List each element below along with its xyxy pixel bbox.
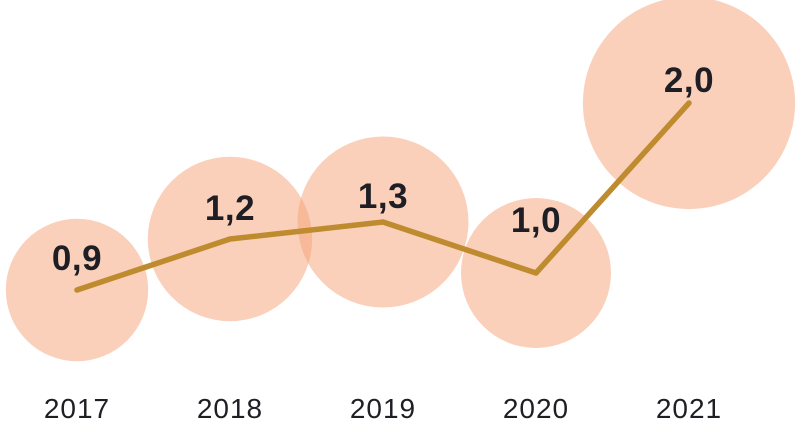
- x-axis-label: 2018: [197, 393, 263, 424]
- trend-line: [74, 100, 692, 293]
- x-axis-label: 2021: [656, 393, 722, 424]
- value-label: 1,2: [205, 189, 255, 228]
- x-axis-label: 2017: [44, 393, 110, 424]
- value-label: 1,3: [358, 177, 408, 216]
- x-axis-label: 2020: [503, 393, 569, 424]
- value-label: 2,0: [664, 61, 714, 100]
- value-label: 0,9: [52, 239, 102, 278]
- value-labels-layer: 0,9 1,2 1,3 1,0 2,0: [52, 61, 714, 278]
- x-axis-labels-layer: 2017 2018 2019 2020 2021: [44, 393, 722, 424]
- x-axis-label: 2019: [350, 393, 416, 424]
- value-label: 1,0: [511, 201, 561, 240]
